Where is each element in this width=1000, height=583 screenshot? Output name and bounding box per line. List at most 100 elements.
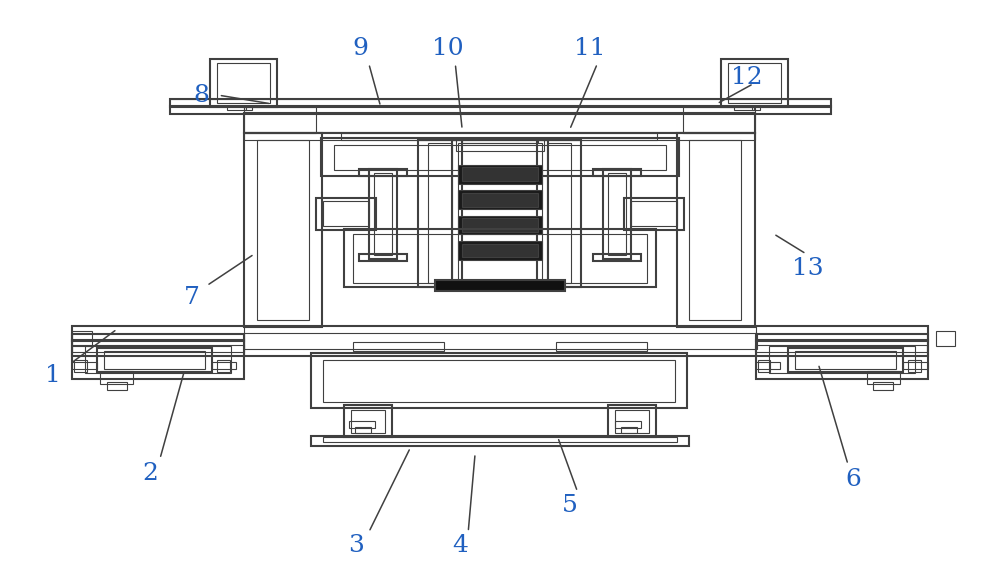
Bar [683,107,755,133]
Bar [758,360,770,373]
Bar [311,436,689,446]
Bar [556,342,647,351]
Bar [756,333,928,340]
Bar [244,132,755,140]
Bar [593,169,641,176]
Bar [72,340,244,380]
Bar [97,347,212,373]
Text: 1: 1 [45,364,60,387]
Bar [903,362,928,370]
Bar [615,410,649,433]
Bar [85,346,231,374]
Bar [756,362,780,370]
Text: 8: 8 [194,84,210,107]
Bar [624,198,684,230]
Bar [323,360,675,402]
Bar [752,106,760,110]
Bar [349,421,375,428]
Bar [244,133,322,327]
Text: 11: 11 [574,37,605,61]
Bar [721,59,788,107]
Bar [369,169,397,259]
Bar [537,140,581,287]
Bar [867,371,900,384]
Text: 7: 7 [184,286,200,309]
Bar [452,140,548,287]
Bar [244,333,757,349]
Bar [217,360,230,373]
Bar [323,437,677,442]
Bar [936,331,955,346]
Bar [615,421,641,428]
Bar [359,169,407,176]
Bar [74,360,87,373]
Text: 4: 4 [452,534,468,557]
Bar [344,405,392,437]
Bar [795,351,896,369]
Bar [311,353,687,408]
Bar [72,333,244,340]
Bar [334,145,666,170]
Bar [435,280,565,292]
Bar [72,362,97,370]
Bar [608,405,656,437]
Bar [608,173,626,255]
Bar [210,59,277,107]
Bar [104,351,205,369]
Bar [547,143,571,283]
Text: 2: 2 [142,462,158,485]
Bar [170,99,831,107]
Bar [212,362,236,370]
Text: 9: 9 [353,37,369,61]
Bar [355,427,371,433]
Bar [353,234,647,283]
Bar [462,139,538,142]
Bar [908,360,921,373]
Bar [631,201,677,226]
Bar [244,107,316,133]
Text: 6: 6 [845,468,861,491]
Bar [756,340,928,380]
Bar [603,169,631,259]
Bar [341,133,657,140]
Bar [728,64,781,103]
Text: 10: 10 [432,37,464,61]
Bar [72,326,928,356]
Bar [593,254,641,261]
Bar [359,254,407,261]
Text: 12: 12 [731,66,762,89]
Bar [227,106,246,110]
Bar [351,410,385,433]
Bar [462,193,538,206]
Bar [344,229,656,287]
Bar [374,173,392,255]
Bar [72,331,92,346]
Bar [418,140,462,287]
Bar [755,345,927,352]
Bar [257,140,309,321]
Bar [462,218,538,232]
Bar [217,64,270,103]
Bar [873,382,893,389]
Bar [462,244,538,258]
Bar [689,140,741,321]
Bar [100,371,133,384]
Bar [316,198,376,230]
Bar [323,201,369,226]
Bar [458,165,542,184]
Bar [458,216,542,234]
Bar [769,346,915,374]
Bar [734,106,754,110]
Text: 5: 5 [562,494,578,517]
Bar [244,113,755,133]
Bar [456,139,544,150]
Text: 3: 3 [348,534,364,557]
Bar [458,241,542,260]
Bar [458,191,542,209]
Bar [788,347,903,373]
Text: 13: 13 [792,257,824,280]
Bar [677,133,755,327]
Bar [458,143,542,283]
Bar [428,143,452,283]
Bar [72,345,244,352]
